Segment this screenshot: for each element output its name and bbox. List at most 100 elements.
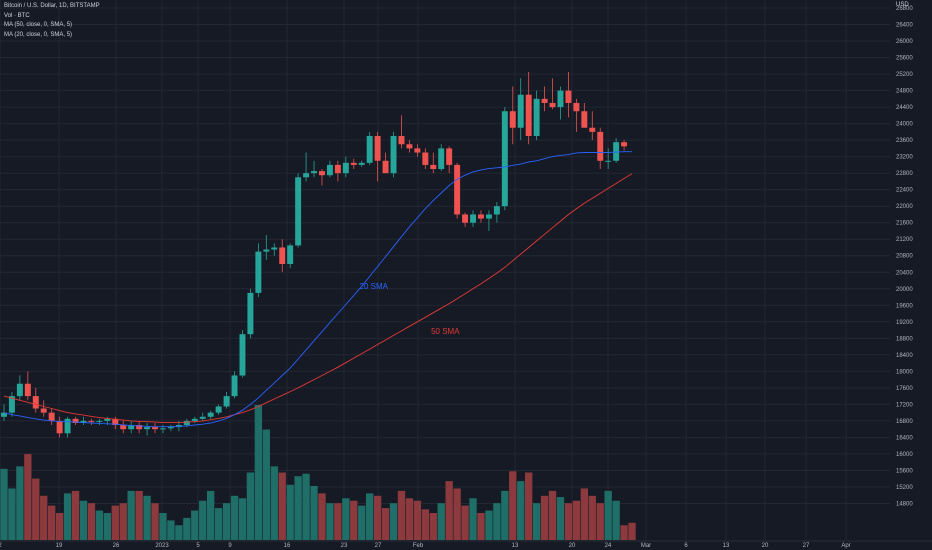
candle-body — [541, 98, 548, 103]
candle-body — [183, 420, 190, 426]
x-tick-label: 13 — [512, 543, 519, 549]
candle-body — [215, 406, 222, 413]
y-tick-label: 16000 — [896, 452, 913, 458]
x-tick-label: Mar — [641, 543, 651, 549]
candle-body — [72, 418, 79, 423]
y-tick-label: 21600 — [896, 221, 913, 227]
x-tick-label: 5 — [196, 543, 200, 549]
candle-body — [605, 160, 612, 162]
y-tick-label: 26000 — [896, 39, 913, 45]
candle-body — [247, 292, 254, 335]
candle-body — [557, 90, 564, 108]
volume-bar — [16, 466, 24, 540]
volume-bar — [358, 505, 366, 540]
candle-body — [167, 427, 174, 429]
volume-bar — [214, 508, 223, 540]
volume-bar — [421, 509, 429, 540]
sma-annotation: 20 SMA — [360, 282, 389, 291]
volume-bar — [556, 497, 565, 540]
candle-body — [326, 164, 333, 176]
sma-annotation: 50 SMA — [431, 327, 460, 336]
volume-bar — [509, 471, 517, 540]
y-tick-label: 22400 — [896, 188, 913, 194]
volume-bar — [580, 488, 588, 540]
candle-body — [454, 164, 461, 215]
volume-bar — [167, 520, 175, 540]
candle-body — [438, 148, 445, 170]
volume-bar — [477, 513, 485, 540]
volume-bar — [199, 500, 207, 540]
ma20-indicator-label[interactable]: MA (20, close, 0, SMA, 5) — [4, 31, 73, 38]
volume-bars — [0, 405, 636, 540]
candle-body — [24, 383, 31, 397]
volume-bar — [493, 503, 501, 540]
volume-bar — [350, 500, 358, 540]
y-tick-label: 24400 — [896, 105, 913, 111]
volume-bar — [366, 493, 374, 540]
volume-bar — [63, 493, 72, 540]
candle-body — [56, 420, 63, 434]
candle-body — [160, 428, 166, 430]
volume-bar — [143, 495, 151, 540]
x-tick-label: 27 — [803, 543, 810, 549]
candle-body — [613, 142, 620, 161]
volume-bar — [127, 490, 135, 540]
ma20-line — [3, 151, 632, 428]
candle-body — [279, 247, 286, 264]
candle-body — [501, 111, 508, 207]
y-tick-label: 25200 — [896, 72, 913, 78]
currency-label: USD — [896, 2, 909, 8]
candle-body — [334, 164, 341, 174]
ma50-indicator-label[interactable]: MA (50, close, 0, SMA, 5) — [4, 22, 73, 28]
volume-bar — [286, 484, 294, 540]
candle-body — [422, 152, 429, 165]
y-tick-label: 22800 — [896, 171, 913, 177]
candle-body — [64, 418, 71, 434]
volume-bar — [397, 490, 406, 540]
candle-body — [470, 214, 476, 223]
x-tick-label: 27 — [375, 543, 382, 549]
symbol-title[interactable]: Bitcoin / U.S. Dollar, 1D, BITSTAMP — [4, 3, 100, 9]
y-tick-label: 24000 — [896, 122, 913, 128]
candle-body — [565, 90, 572, 103]
candle-body — [374, 136, 381, 161]
x-tick-label: 23 — [341, 543, 348, 549]
volume-bar — [262, 429, 270, 540]
x-tick-label: Feb — [413, 543, 424, 549]
candle-body — [342, 162, 349, 174]
candlesticks — [1, 72, 628, 438]
candle-body — [390, 136, 397, 174]
x-tick-label: Apr — [841, 543, 850, 549]
candle-body — [128, 425, 135, 430]
x-tick-label: 20 — [569, 543, 576, 549]
axes: 14800 15200 15600 16000 16400 16800 17200 17600… — [0, 6, 932, 549]
candle-body — [80, 420, 87, 423]
y-tick-label: 16800 — [896, 419, 913, 425]
candle-body — [493, 206, 500, 215]
y-tick-label: 25600 — [896, 56, 913, 62]
candle-body — [366, 136, 373, 163]
volume-bar — [95, 510, 104, 540]
candle-body — [478, 214, 484, 219]
volume-bar — [79, 500, 88, 540]
volume-bar — [318, 493, 326, 540]
volume-bar — [191, 510, 199, 540]
candle-body — [1, 412, 7, 417]
volume-bar — [71, 490, 80, 540]
candle-body — [32, 396, 39, 409]
volume-bar — [0, 468, 8, 540]
ma50-line — [3, 173, 633, 424]
volume-bar — [501, 490, 509, 540]
y-tick-label: 18400 — [896, 353, 913, 359]
volume-bar — [159, 513, 167, 540]
candle-body — [311, 171, 317, 174]
candle-body — [303, 173, 310, 178]
volume-bar — [119, 503, 127, 540]
moving-averages — [3, 151, 633, 428]
volume-indicator-label[interactable]: Vol · BTC — [4, 12, 30, 19]
candle-body — [191, 418, 198, 421]
candle-body — [255, 251, 262, 293]
candle-body — [40, 408, 47, 413]
volume-bar — [294, 476, 302, 540]
